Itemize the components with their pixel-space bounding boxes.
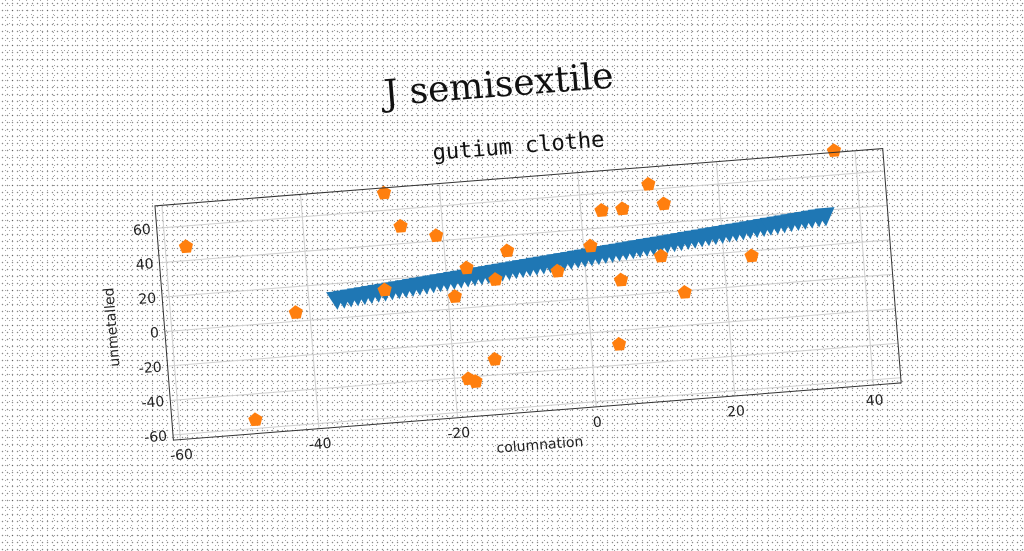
pentagon-point <box>429 228 444 243</box>
pentagon-point <box>248 412 263 427</box>
pentagon-point <box>393 218 408 233</box>
pentagon-point <box>583 238 598 253</box>
y-tick-label: 20 <box>138 291 157 308</box>
x-grid-line <box>300 194 320 429</box>
y-tick-label: -20 <box>138 360 162 378</box>
y-axis-label: unmetalled <box>101 287 123 367</box>
triangle-point <box>814 207 835 227</box>
y-grid-line <box>167 308 896 367</box>
pentagon-point <box>376 185 392 200</box>
pentagon-point <box>594 203 609 217</box>
pentagon-point <box>656 196 671 211</box>
y-grid-line <box>164 273 893 333</box>
series-pentagons <box>178 143 842 427</box>
pentagon-point <box>826 143 842 158</box>
x-tick-label: 20 <box>727 403 746 420</box>
pentagon-point <box>653 248 668 263</box>
y-tick-label: -40 <box>141 394 165 412</box>
y-tick-label: 0 <box>149 325 159 342</box>
pentagon-point <box>288 305 303 320</box>
chart-title: J semisextile <box>378 56 615 115</box>
x-grid-line <box>854 150 874 386</box>
x-tick-label: -60 <box>170 447 194 465</box>
pentagon-point <box>550 263 565 278</box>
pentagon-point <box>499 243 515 258</box>
pentagon-point <box>613 272 629 287</box>
y-grid-line <box>156 170 885 229</box>
x-grid-line <box>438 183 459 418</box>
pentagon-point <box>178 239 193 254</box>
pentagon-point <box>447 289 462 304</box>
pentagon-point <box>641 176 656 191</box>
x-tick-label: 40 <box>865 392 884 409</box>
y-grid-line <box>172 377 901 436</box>
x-grid-line <box>161 205 181 440</box>
y-grid-line <box>170 342 899 402</box>
y-tick-label: 60 <box>132 222 151 239</box>
chart-subtitle: gutium clothe <box>432 127 606 165</box>
y-tick-label: -60 <box>144 428 168 446</box>
grid <box>156 150 901 440</box>
pentagon-point <box>744 248 759 263</box>
pentagon-point <box>468 374 483 389</box>
pentagon-point <box>611 336 627 351</box>
x-tick-label: -20 <box>447 425 471 443</box>
plot-frame <box>154 148 902 441</box>
x-grid-line <box>715 161 736 396</box>
pentagon-point <box>615 201 630 216</box>
y-grid-line <box>159 204 888 264</box>
x-axis-label: columnation <box>496 434 584 457</box>
pentagon-point <box>459 260 474 275</box>
tick-labels: -60 -40 -20 0 20 40 -60 -40 -20 0 20 40 60 <box>132 222 884 465</box>
y-tick-label: 40 <box>135 256 154 273</box>
x-tick-label: 0 <box>592 414 602 431</box>
pentagon-point <box>487 351 502 366</box>
x-tick-label: -40 <box>308 436 332 454</box>
pentagon-point <box>377 282 392 297</box>
pentagon-point <box>677 284 692 299</box>
pentagon-point <box>488 272 503 286</box>
x-grid-line <box>577 172 597 407</box>
